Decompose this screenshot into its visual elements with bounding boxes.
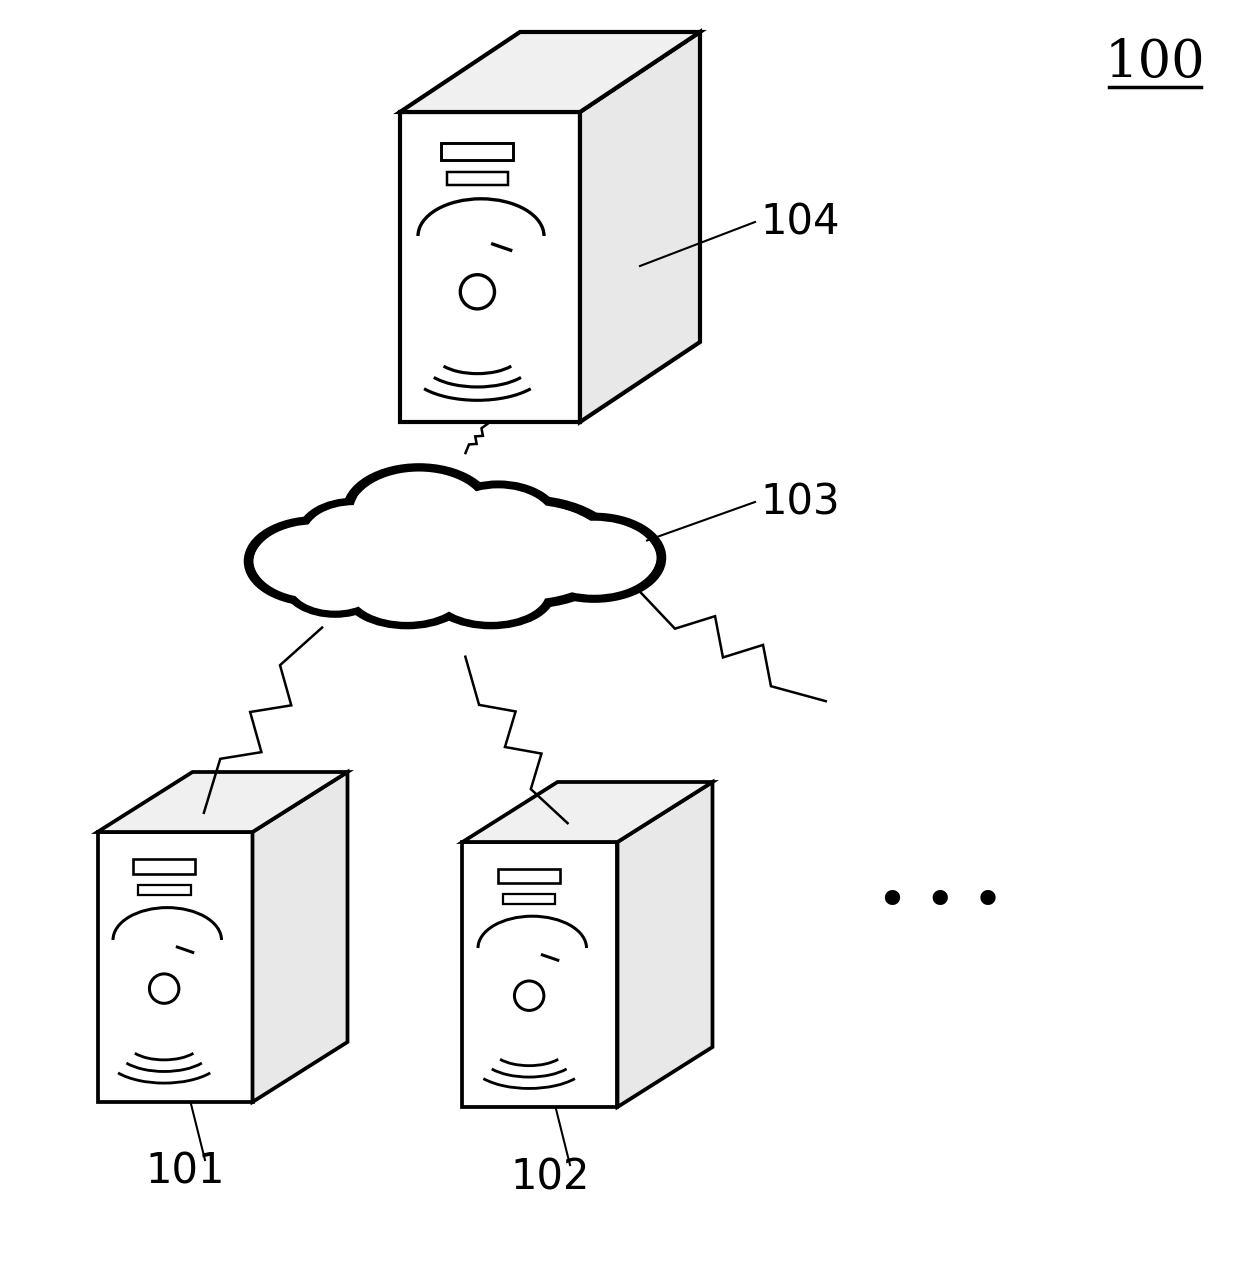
Ellipse shape: [347, 560, 467, 624]
Polygon shape: [138, 885, 191, 895]
Polygon shape: [133, 859, 195, 874]
Polygon shape: [446, 173, 508, 185]
Ellipse shape: [356, 499, 554, 605]
Ellipse shape: [248, 520, 383, 601]
Polygon shape: [401, 32, 701, 112]
Ellipse shape: [299, 504, 467, 600]
Ellipse shape: [435, 563, 546, 622]
Ellipse shape: [435, 500, 619, 604]
Text: 101: 101: [145, 1151, 224, 1194]
Ellipse shape: [352, 472, 485, 553]
Ellipse shape: [291, 558, 379, 610]
Ellipse shape: [443, 488, 553, 558]
Polygon shape: [498, 868, 560, 883]
Ellipse shape: [432, 560, 551, 624]
Ellipse shape: [254, 524, 378, 599]
Polygon shape: [98, 772, 347, 832]
Ellipse shape: [443, 504, 611, 600]
Text: 104: 104: [760, 201, 839, 244]
Text: 100: 100: [1105, 36, 1205, 87]
Polygon shape: [580, 32, 701, 422]
Ellipse shape: [438, 486, 558, 562]
Ellipse shape: [532, 520, 656, 595]
Polygon shape: [253, 772, 347, 1103]
Text: 103: 103: [760, 481, 839, 523]
Ellipse shape: [352, 563, 463, 622]
Polygon shape: [441, 144, 513, 160]
Ellipse shape: [347, 495, 563, 609]
Ellipse shape: [286, 555, 383, 613]
Polygon shape: [463, 782, 713, 842]
Polygon shape: [502, 894, 556, 904]
Polygon shape: [98, 832, 253, 1103]
Ellipse shape: [347, 468, 491, 555]
Ellipse shape: [527, 518, 661, 597]
Polygon shape: [618, 782, 713, 1106]
Polygon shape: [463, 842, 618, 1106]
Circle shape: [460, 274, 495, 309]
Polygon shape: [401, 112, 580, 422]
Ellipse shape: [305, 505, 403, 564]
Text: • • •: • • •: [877, 876, 1003, 928]
Ellipse shape: [301, 503, 407, 567]
Ellipse shape: [291, 500, 474, 604]
Circle shape: [515, 981, 544, 1010]
Circle shape: [150, 974, 179, 1004]
Text: 102: 102: [511, 1156, 590, 1197]
